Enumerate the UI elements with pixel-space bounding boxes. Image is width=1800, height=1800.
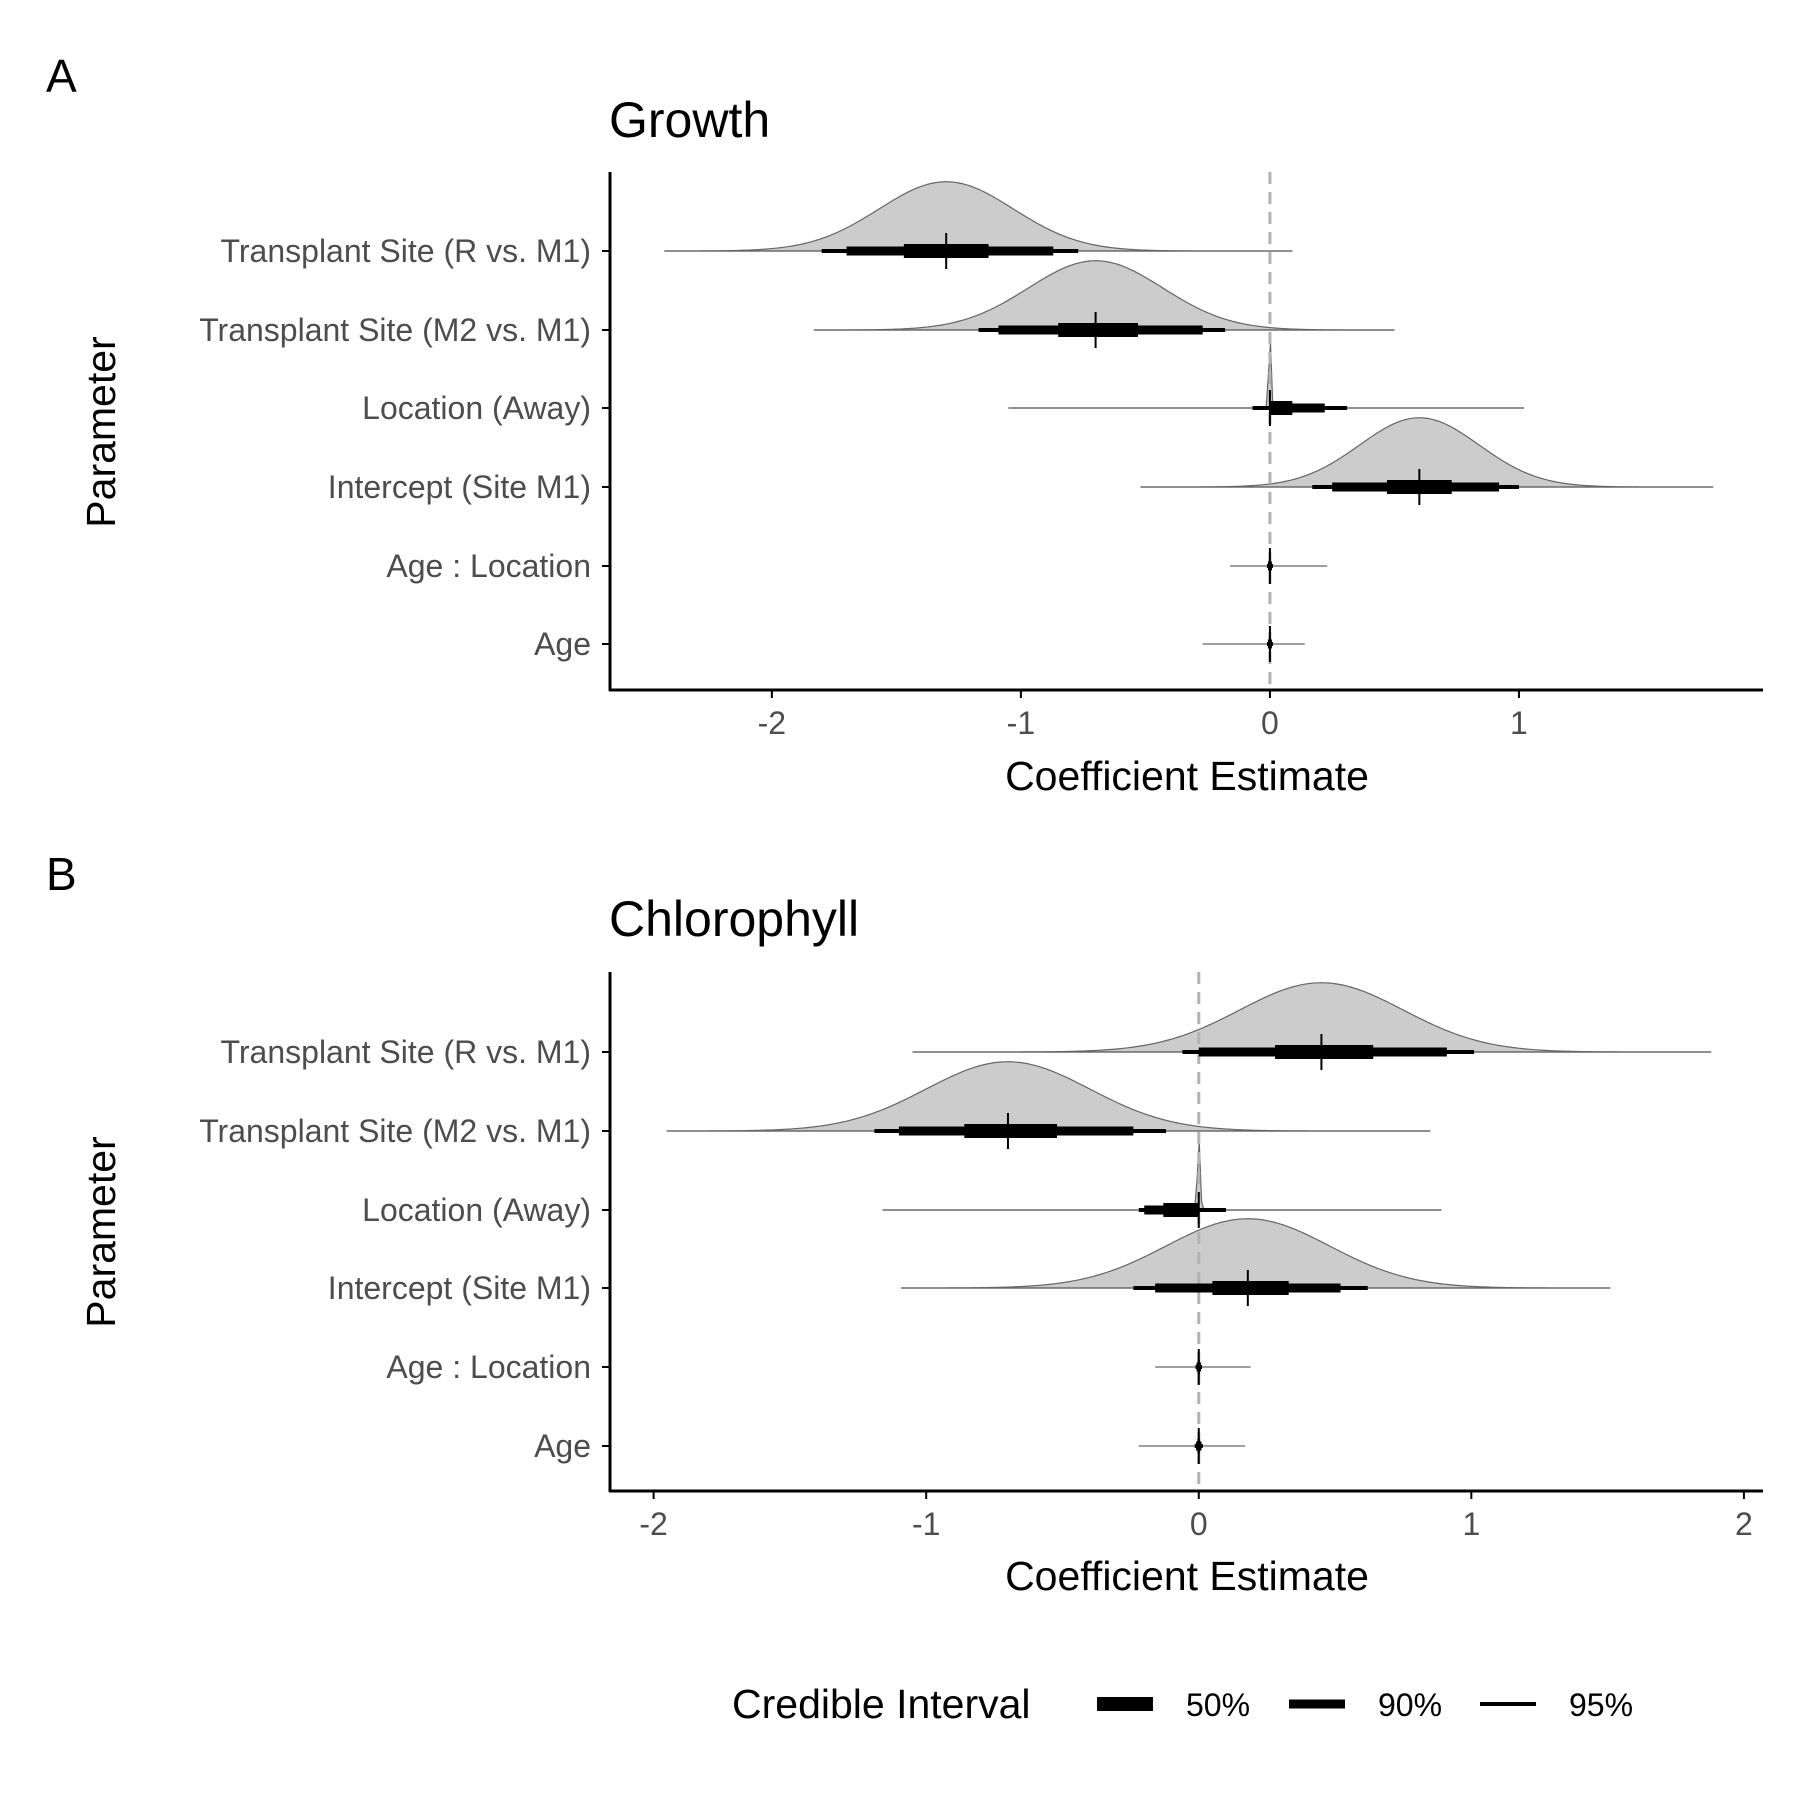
x-tick-label: 1 (1462, 1506, 1480, 1542)
y-tick-label-transplant-site-m2-vs-m1: Transplant Site (M2 vs. M1) (199, 312, 591, 348)
panel-a: A Growth Coefficient Estimate Parameter … (46, 50, 1763, 799)
panel-tag-b: B (46, 848, 77, 900)
legend-item-95: 95% (1480, 1687, 1633, 1723)
x-tick-label: 0 (1190, 1506, 1208, 1542)
x-tick-label: 2 (1735, 1506, 1753, 1542)
panel-b-x-axis-label: Coefficient Estimate (1005, 1553, 1369, 1599)
x-tick-label: -1 (912, 1506, 940, 1542)
panel-a-title: Growth (609, 92, 770, 148)
panel-b: B Chlorophyll Coefficient Estimate Param… (46, 848, 1763, 1599)
x-tick-label: -2 (639, 1506, 667, 1542)
legend-item-50: 50% (1097, 1687, 1250, 1723)
y-tick-label-intercept-site-m1: Intercept (Site M1) (328, 1270, 591, 1306)
y-tick-label-transplant-site-r-vs-m1: Transplant Site (R vs. M1) (221, 1034, 591, 1070)
y-tick-label-transplant-site-m2-vs-m1: Transplant Site (M2 vs. M1) (199, 1113, 591, 1149)
y-tick-label-location-away: Location (Away) (362, 390, 591, 426)
density-transplant-site-m2-vs-m1 (813, 260, 1395, 331)
legend-title: Credible Interval (732, 1681, 1031, 1727)
legend-label-95: 95% (1569, 1687, 1633, 1723)
y-tick-label-location-away: Location (Away) (362, 1192, 591, 1228)
legend-item-90: 90% (1289, 1687, 1442, 1723)
y-tick-label-age: Age (534, 1428, 591, 1464)
panel-b-title: Chlorophyll (609, 891, 859, 947)
y-tick-label-intercept-site-m1: Intercept (Site M1) (328, 469, 591, 505)
legend-label-50: 50% (1186, 1687, 1250, 1723)
x-tick-label: -2 (758, 705, 786, 741)
x-tick-label: 0 (1261, 705, 1279, 741)
panel-b-y-axis-label: Parameter (78, 1136, 124, 1327)
y-tick-label-age-location: Age : Location (386, 1349, 591, 1385)
legend-label-90: 90% (1378, 1687, 1442, 1723)
panel-b-plot-area: -2 -1 0 1 2 Transplant Site (R vs. M1) Transpl… (199, 972, 1763, 1542)
panel-a-plot-area: -2 -1 0 1 Transplant Site (R vs. M1) Transpla… (199, 172, 1763, 741)
density-intercept-site-m1 (901, 1218, 1611, 1289)
y-tick-label-transplant-site-r-vs-m1: Transplant Site (R vs. M1) (221, 233, 591, 269)
x-tick-label: 1 (1510, 705, 1528, 741)
panel-a-y-axis-label: Parameter (78, 336, 124, 527)
legend: Credible Interval 50% 90% 95% (732, 1681, 1633, 1727)
y-tick-label-age: Age (534, 626, 591, 662)
x-tick-label: -1 (1007, 705, 1035, 741)
panel-tag-a: A (46, 50, 77, 102)
y-tick-label-age-location: Age : Location (386, 548, 591, 584)
panel-a-x-axis-label: Coefficient Estimate (1005, 753, 1369, 799)
